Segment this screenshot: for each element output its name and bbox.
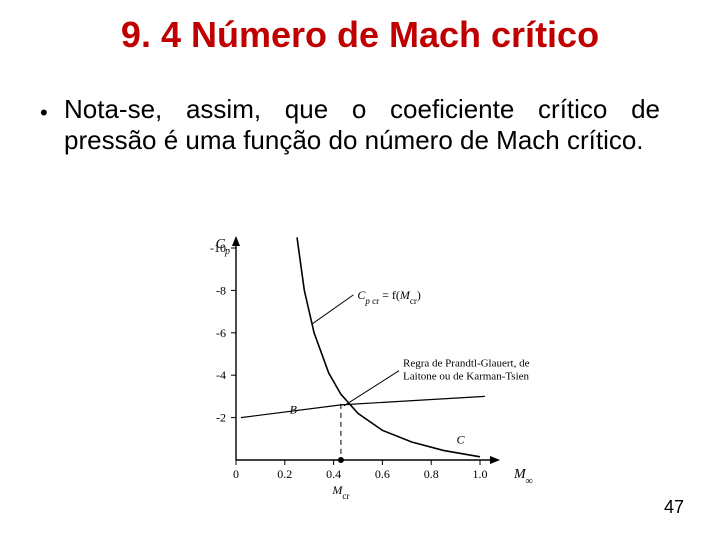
body-paragraph: • Nota-se, assim, que o coeficiente crít… [64, 94, 660, 155]
svg-text:M∞: M∞ [513, 467, 533, 487]
svg-text:-6: -6 [216, 326, 226, 340]
svg-text:Mcr: Mcr [331, 483, 349, 501]
slide: 9. 4 Número de Mach crítico • Nota-se, a… [0, 0, 720, 540]
svg-text:Cp cr = f(Mcr): Cp cr = f(Mcr) [357, 288, 421, 306]
svg-text:B: B [290, 403, 298, 417]
svg-text:1.0: 1.0 [473, 467, 488, 481]
bullet-text: Nota-se, assim, que o coeficiente crític… [64, 94, 660, 155]
mach-critical-chart: -2-4-6-8-1000.20.40.60.81.0CpM∞BCCp cr =… [180, 230, 580, 510]
svg-text:C: C [456, 432, 465, 446]
bullet-marker: • [40, 100, 48, 126]
svg-text:Regra de Prandtl-Glauert, de: Regra de Prandtl-Glauert, de [403, 358, 530, 370]
page-number: 47 [664, 497, 684, 518]
svg-text:0.4: 0.4 [326, 467, 341, 481]
svg-text:Laitone ou de Karman-Tsien: Laitone ou de Karman-Tsien [403, 371, 529, 383]
svg-text:-2: -2 [216, 411, 226, 425]
svg-text:0: 0 [233, 467, 239, 481]
svg-text:0.6: 0.6 [375, 467, 390, 481]
svg-text:-8: -8 [216, 283, 226, 297]
svg-text:-4: -4 [216, 368, 226, 382]
svg-text:0.2: 0.2 [277, 467, 292, 481]
section-title: 9. 4 Número de Mach crítico [0, 14, 720, 56]
svg-text:0.8: 0.8 [424, 467, 439, 481]
